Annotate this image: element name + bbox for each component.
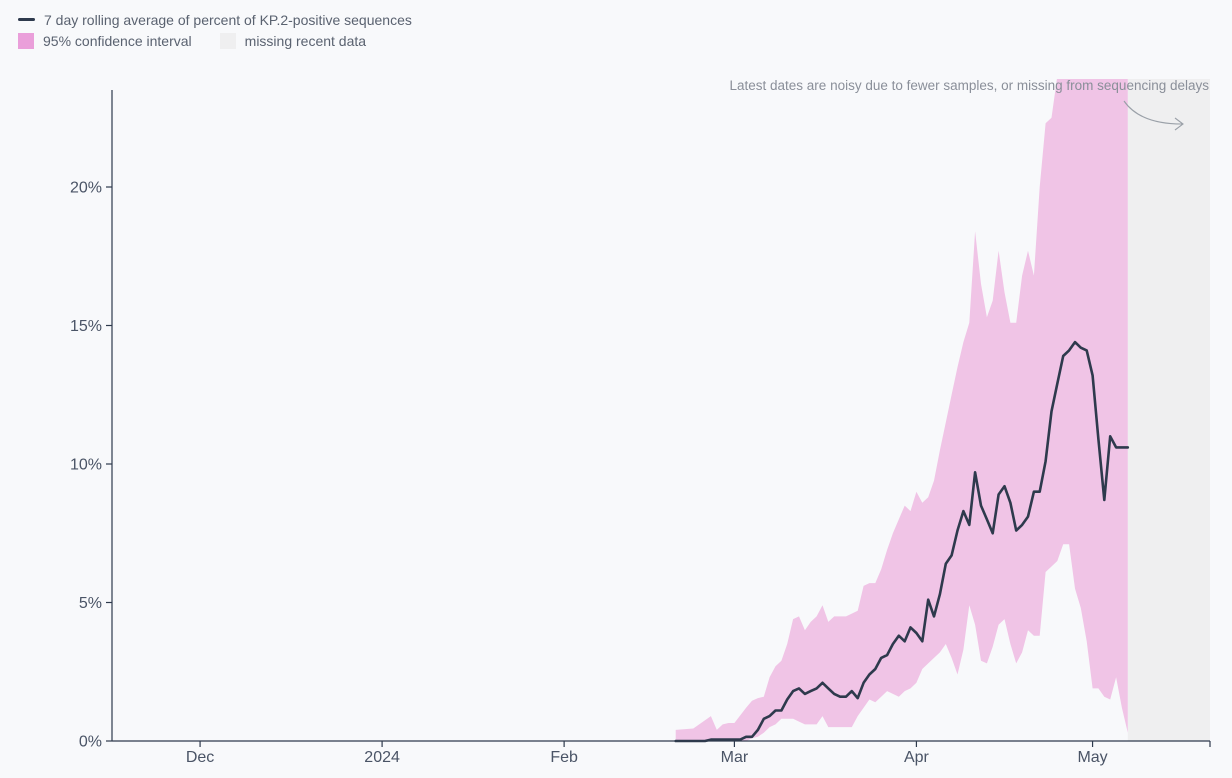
legend-ci-label: 95% confidence interval bbox=[43, 32, 192, 49]
ci-band-area bbox=[675, 79, 1128, 741]
axes: 0% 5% 10% 15% 20% Dec 2024 Feb Mar Apr May bbox=[70, 90, 1211, 766]
y-tick-label: 20% bbox=[70, 180, 102, 197]
legend-item-rolling-average: 7 day rolling average of percent of KP.2… bbox=[18, 12, 412, 28]
legend-ci-swatch bbox=[18, 32, 34, 49]
legend-line-label: 7 day rolling average of percent of KP.2… bbox=[44, 11, 412, 28]
series-line-0 bbox=[674, 340, 1130, 743]
curved-arrow-right-icon bbox=[1123, 100, 1184, 131]
series-line-layer bbox=[674, 340, 1130, 743]
x-tick-label: May bbox=[1077, 749, 1107, 766]
missing-data-region bbox=[1127, 79, 1210, 741]
y-tick-label: 0% bbox=[79, 734, 102, 751]
legend-item-missing-data: missing recent data bbox=[219, 32, 367, 49]
annotation-text: Latest dates are noisy due to fewer samp… bbox=[730, 78, 1210, 93]
y-tick-label: 10% bbox=[70, 457, 102, 474]
annotation: Latest dates are noisy due to fewer samp… bbox=[730, 78, 1210, 131]
x-tick-label: Apr bbox=[904, 749, 930, 766]
y-tick-label: 5% bbox=[79, 595, 102, 612]
legend-missing-label: missing recent data bbox=[244, 32, 367, 49]
legend: 7 day rolling average of percent of KP.2… bbox=[18, 9, 440, 51]
y-tick-label: 15% bbox=[70, 318, 102, 335]
legend-line-swatch bbox=[18, 18, 35, 21]
x-tick-label: Mar bbox=[721, 749, 749, 766]
confidence-band bbox=[675, 79, 1128, 741]
legend-row-line: 7 day rolling average of percent of KP.2… bbox=[18, 9, 440, 30]
legend-missing-swatch bbox=[219, 32, 236, 49]
x-tick-label: Dec bbox=[186, 749, 214, 766]
missing-data-rect bbox=[1127, 79, 1210, 741]
legend-item-confidence-interval: 95% confidence interval bbox=[18, 32, 192, 49]
x-tick-label: Feb bbox=[550, 749, 578, 766]
legend-row-areas: 95% confidence interval missing recent d… bbox=[18, 30, 440, 51]
x-tick-label: 2024 bbox=[364, 749, 400, 766]
